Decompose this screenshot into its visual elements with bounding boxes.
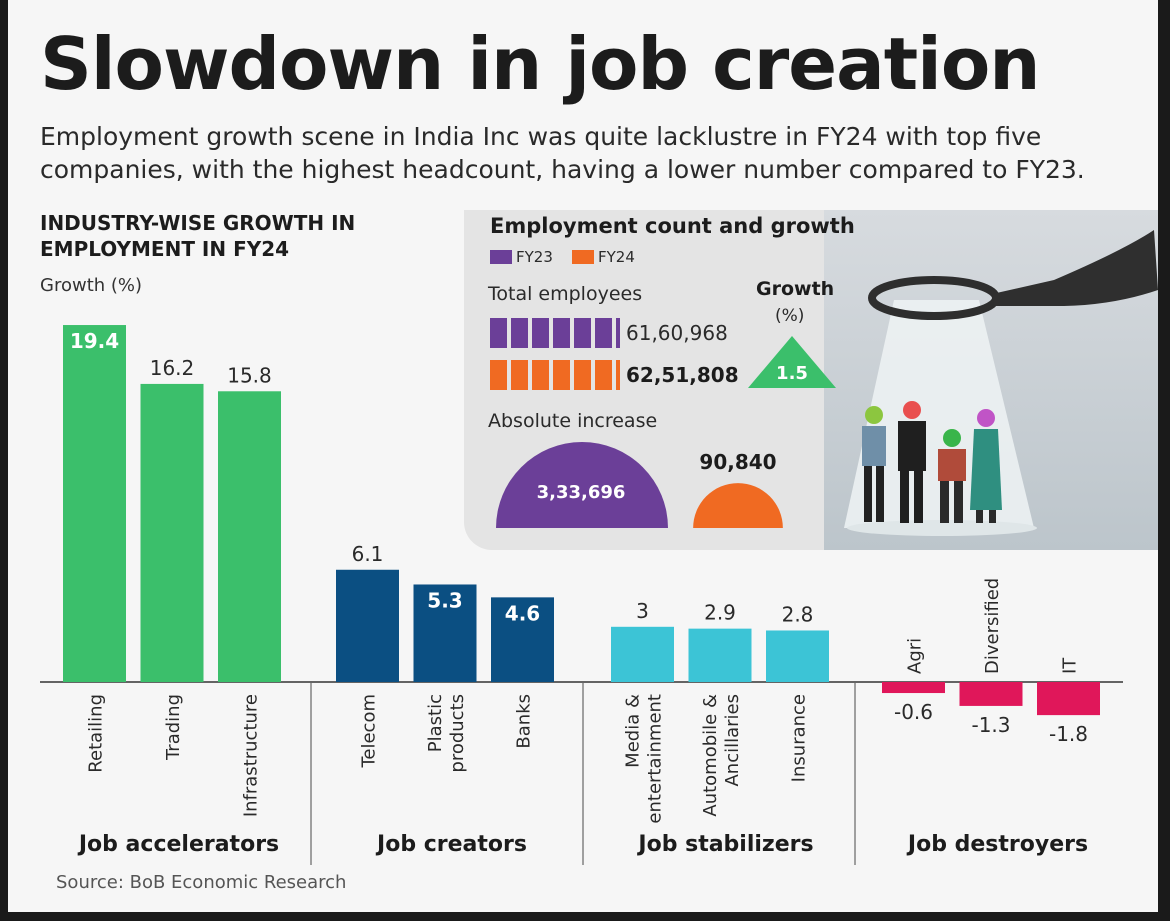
semicircle-fy24 <box>693 483 783 528</box>
fy23-employee-value: 61,60,968 <box>626 321 728 345</box>
bar-banks <box>491 597 554 682</box>
subtitle: Employment growth scene in India Inc was… <box>40 122 1085 184</box>
value-label-automobile-ancillaries: 2.9 <box>704 601 736 625</box>
semicircle-fy23 <box>496 442 668 528</box>
growth-triangle <box>748 336 836 388</box>
person-4 <box>970 409 1002 523</box>
magnifier-people-illustration <box>844 230 1158 536</box>
employee-block <box>553 360 570 390</box>
bar-media-entertainment <box>611 626 674 682</box>
fy24-increase-value: 90,840 <box>699 450 777 474</box>
category-label-infrastructure: Infrastructure <box>241 694 262 817</box>
category-label-media-entertainment: Media &entertainment <box>623 694 666 824</box>
employee-block <box>574 318 591 348</box>
employee-block <box>511 318 528 348</box>
value-label-it: -1.8 <box>1049 722 1088 746</box>
value-label-banks: 4.6 <box>505 601 540 625</box>
value-label-insurance: 2.8 <box>782 602 814 626</box>
person-3 <box>938 429 966 523</box>
employee-block-end <box>616 360 620 390</box>
category-label-telecom: Telecom <box>359 694 380 769</box>
group-label-job-creators: Job creators <box>375 832 527 857</box>
group-label-job-destroyers: Job destroyers <box>906 832 1088 857</box>
source-note: Source: BoB Economic Research <box>56 872 347 893</box>
employment-title: Employment count and growth <box>490 214 855 238</box>
bar-infrastructure <box>218 391 281 682</box>
bar-diversified <box>959 682 1023 706</box>
person-1 <box>862 406 886 522</box>
group-label-job-accelerators: Job accelerators <box>77 832 279 857</box>
value-label-retailing: 19.4 <box>70 329 119 353</box>
category-label-retailing: Retailing <box>86 694 107 773</box>
value-label-plastic-products: 5.3 <box>427 588 462 612</box>
growth-label: Growth <box>756 278 835 300</box>
legend-swatch-fy24 <box>572 250 594 264</box>
category-label-automobile-ancillaries: Automobile &Ancillaries <box>700 694 743 817</box>
bar-it <box>1037 682 1100 716</box>
growth-unit: (%) <box>775 306 805 326</box>
value-label-trading: 16.2 <box>150 356 195 380</box>
category-label-banks: Banks <box>514 694 535 749</box>
employee-block-end <box>616 318 620 348</box>
legend-label-fy23: FY23 <box>516 248 553 266</box>
magnifier-photo <box>824 210 1158 550</box>
headline: Slowdown in job creation <box>40 22 1041 106</box>
industry-chart-title: INDUSTRY-WISE GROWTH IN EMPLOYMENT IN FY… <box>40 211 356 261</box>
absolute-increase-semicircles <box>496 442 783 528</box>
value-label-diversified: -1.3 <box>971 713 1010 737</box>
infographic: Slowdown in job creation Employment grow… <box>8 0 1158 912</box>
legend-swatch-fy23 <box>490 250 512 264</box>
employee-block <box>553 318 570 348</box>
bar-trading <box>140 383 204 682</box>
category-label-diversified: Diversified <box>982 578 1003 674</box>
category-label-trading: Trading <box>163 694 184 761</box>
legend-label-fy24: FY24 <box>598 248 635 266</box>
employment-count-panel: Employment count and growth FY23 FY24 To… <box>464 210 1158 550</box>
fy23-increase-value: 3,33,696 <box>536 482 626 503</box>
employee-block <box>490 360 507 390</box>
employee-block <box>532 318 549 348</box>
bar-plastic-products <box>413 584 477 682</box>
value-label-media-entertainment: 3 <box>636 599 649 623</box>
person-2 <box>898 401 926 523</box>
bar-telecom <box>336 569 399 682</box>
total-employees-label: Total employees <box>488 283 643 305</box>
absolute-increase-label: Absolute increase <box>488 410 658 432</box>
bar-agri <box>882 682 945 694</box>
employee-block <box>490 318 507 348</box>
category-label-plastic-products: Plasticproducts <box>425 694 468 773</box>
category-label-insurance: Insurance <box>789 694 810 782</box>
employee-block <box>511 360 528 390</box>
bar-retailing <box>63 325 126 682</box>
group-label-job-stabilizers: Job stabilizers <box>636 832 813 857</box>
employee-block <box>595 318 612 348</box>
value-label-infrastructure: 15.8 <box>227 363 272 387</box>
fy24-employee-value: 62,51,808 <box>626 363 739 387</box>
employee-block <box>532 360 549 390</box>
growth-value: 1.5 <box>776 363 808 384</box>
value-label-agri: -0.6 <box>894 700 933 724</box>
value-label-telecom: 6.1 <box>352 542 384 566</box>
y-axis-label: Growth (%) <box>40 275 143 296</box>
category-label-agri: Agri <box>905 638 926 674</box>
bar-insurance <box>766 630 829 682</box>
employee-block <box>574 360 591 390</box>
employee-block <box>595 360 612 390</box>
category-label-it: IT <box>1060 657 1081 674</box>
bar-automobile-ancillaries <box>688 628 752 682</box>
